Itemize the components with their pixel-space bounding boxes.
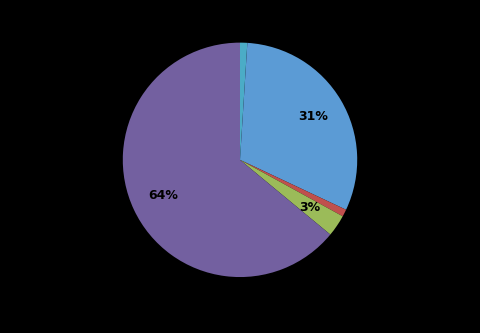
Wedge shape [123, 43, 330, 277]
Wedge shape [240, 160, 343, 234]
Wedge shape [240, 160, 346, 216]
Wedge shape [240, 43, 247, 160]
Text: 3%: 3% [299, 201, 320, 214]
Wedge shape [240, 43, 357, 210]
Text: 64%: 64% [149, 189, 179, 202]
Text: 31%: 31% [298, 110, 327, 124]
